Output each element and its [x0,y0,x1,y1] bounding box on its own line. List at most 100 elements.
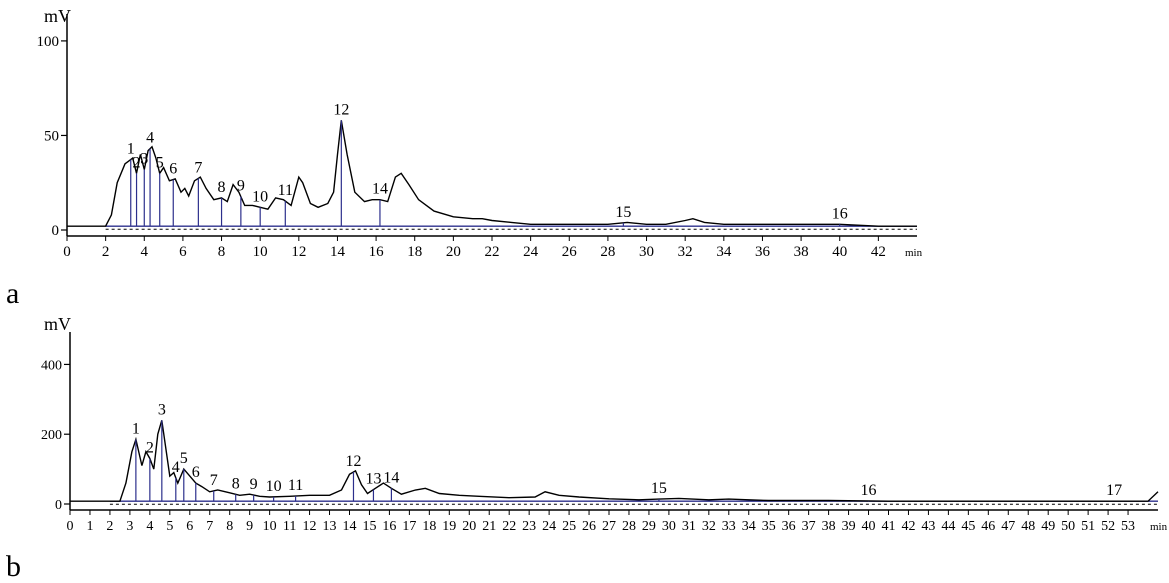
peak-label: 10 [266,478,282,495]
x-tick-label: 26 [582,519,596,534]
x-tick-label: 30 [639,244,654,260]
x-tick-label: 20 [446,244,461,260]
peak-label: 17 [1106,482,1122,499]
x-tick-label: 40 [832,244,847,260]
x-tick-label: 28 [622,519,636,534]
x-tick-label: 8 [226,519,233,534]
x-axis-unit-label: min [905,247,923,259]
x-tick-label: 28 [600,244,615,260]
peak-label: 14 [383,469,399,486]
x-tick-label: 16 [382,519,396,534]
peak-label: 6 [169,161,177,178]
peak-label: 12 [333,101,349,118]
x-tick-label: 36 [782,519,796,534]
x-tick-label: 25 [562,519,576,534]
x-tick-label: 45 [961,519,975,534]
x-tick-label: 13 [323,519,337,534]
x-tick-label: 38 [794,244,809,260]
peak-label: 14 [372,181,388,198]
peak-label: 9 [237,178,245,195]
x-tick-label: 33 [722,519,736,534]
peak-label: 6 [192,464,200,481]
peak-label: 7 [194,159,202,176]
x-tick-label: 44 [941,519,955,534]
peak-label: 16 [832,205,848,222]
x-tick-label: 52 [1101,519,1115,534]
x-tick-label: 10 [263,519,277,534]
x-tick-label: 50 [1061,519,1075,534]
x-tick-label: 32 [702,519,716,534]
x-tick-label: 4 [146,519,153,534]
x-tick-label: 24 [542,519,556,534]
x-tick-label: 20 [462,519,476,534]
x-tick-label: 12 [303,519,317,534]
x-tick-label: 35 [762,519,776,534]
x-tick-label: 12 [291,244,306,260]
x-tick-label: 29 [642,519,656,534]
x-tick-label: 42 [871,244,886,260]
x-tick-label: 10 [253,244,268,260]
x-tick-label: 9 [246,519,253,534]
x-tick-label: 11 [283,519,296,534]
x-tick-label: 5 [166,519,173,534]
x-tick-label: 34 [716,244,732,260]
y-tick-label: 200 [41,428,62,443]
peak-label: 12 [345,453,361,470]
peak-label: 4 [172,459,180,476]
x-tick-label: 4 [141,244,149,260]
y-axis-unit-label: mV [44,314,71,334]
x-tick-label: 16 [369,244,385,260]
x-tick-label: 34 [742,519,756,534]
x-tick-label: 49 [1041,519,1055,534]
x-tick-label: 31 [682,519,696,534]
y-tick-label: 0 [52,223,60,239]
peak-label: 4 [146,130,154,147]
y-tick-label: 100 [37,34,60,50]
x-tick-label: 19 [442,519,456,534]
x-tick-label: 53 [1121,519,1135,534]
x-tick-label: 40 [862,519,876,534]
peak-label: 11 [288,477,303,494]
x-tick-label: 43 [921,519,935,534]
x-tick-label: 14 [330,244,346,260]
peak-label: 11 [278,182,293,199]
x-tick-label: 8 [218,244,226,260]
peak-label: 10 [252,188,268,205]
peak-label: 9 [250,476,258,493]
x-tick-label: 42 [901,519,915,534]
x-tick-label: 3 [126,519,133,534]
x-tick-label: 6 [179,244,187,260]
peak-label: 3 [158,401,166,418]
peak-label: 13 [365,471,381,488]
y-tick-label: 400 [41,358,62,373]
panel-label: a [6,277,19,310]
peak-label: 15 [651,480,667,497]
x-tick-label: 24 [523,244,539,260]
x-tick-label: 6 [186,519,193,534]
x-tick-label: 2 [106,519,113,534]
x-tick-label: 0 [67,519,74,534]
x-tick-label: 37 [802,519,816,534]
x-tick-label: 15 [362,519,376,534]
x-tick-label: 51 [1081,519,1095,534]
peak-label: 8 [218,179,226,196]
x-tick-label: 18 [422,519,436,534]
y-tick-label: 50 [44,128,59,144]
peak-label: 16 [861,482,877,499]
x-tick-label: 26 [562,244,578,260]
x-tick-label: 36 [755,244,771,260]
x-tick-label: 18 [407,244,422,260]
x-tick-label: 30 [662,519,676,534]
x-tick-label: 22 [502,519,516,534]
peak-label: 15 [615,204,631,221]
x-tick-label: 23 [522,519,536,534]
x-tick-label: 38 [822,519,836,534]
peak-label: 8 [232,475,240,492]
x-axis-unit-label: min [1150,521,1168,533]
x-tick-label: 14 [342,519,356,534]
peak-label: 5 [156,154,164,171]
x-tick-label: 0 [63,244,71,260]
panel-label: b [6,550,21,583]
x-tick-label: 2 [102,244,110,260]
